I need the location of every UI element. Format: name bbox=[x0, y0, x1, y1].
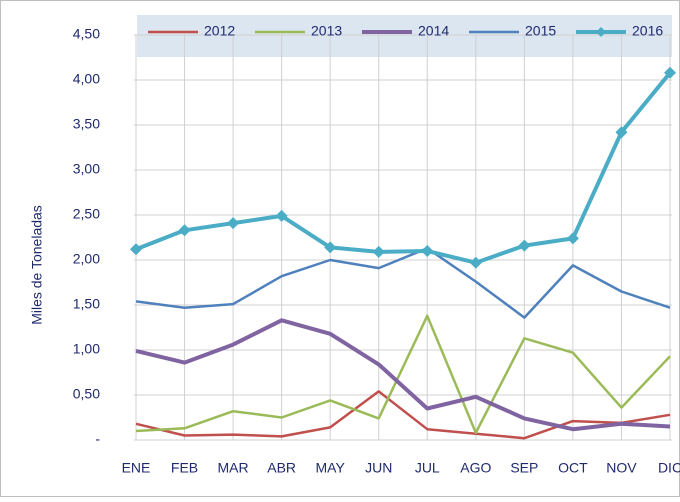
x-tick-label: FEB bbox=[171, 460, 198, 476]
legend-label: 2016 bbox=[632, 23, 663, 39]
y-tick-label: 4,50 bbox=[73, 26, 100, 42]
y-tick-label: 4,00 bbox=[73, 71, 100, 87]
data-marker bbox=[324, 241, 337, 254]
legend-label: 2014 bbox=[418, 23, 449, 39]
x-tick-label: ABR bbox=[267, 460, 296, 476]
y-tick-label: 0,50 bbox=[73, 386, 100, 402]
legend-background bbox=[137, 15, 672, 57]
legend-marker bbox=[596, 27, 606, 37]
series-line bbox=[135, 314, 671, 435]
data-marker bbox=[227, 217, 240, 230]
y-tick-label: 1,50 bbox=[73, 296, 100, 312]
series-line bbox=[135, 390, 671, 440]
legend-label: 2015 bbox=[525, 23, 556, 39]
y-axis-label: Miles de Toneladas bbox=[29, 205, 45, 325]
legend-label: 2012 bbox=[204, 23, 235, 39]
data-marker bbox=[469, 256, 482, 269]
y-tick-label: 1,00 bbox=[73, 341, 100, 357]
data-marker bbox=[615, 126, 628, 139]
x-tick-label: OCT bbox=[558, 460, 588, 476]
legend-label: 2013 bbox=[311, 23, 342, 39]
data-marker bbox=[130, 243, 142, 256]
y-tick-label: 2,50 bbox=[73, 206, 100, 222]
y-tick-label: 3,00 bbox=[73, 161, 100, 177]
y-tick-label: - bbox=[95, 431, 100, 447]
x-tick-label: SEP bbox=[510, 460, 538, 476]
y-tick-label: 3,50 bbox=[73, 116, 100, 132]
data-marker bbox=[566, 232, 579, 245]
data-marker bbox=[275, 209, 288, 222]
x-tick-label: JUL bbox=[415, 460, 440, 476]
data-marker bbox=[178, 224, 191, 237]
x-tick-label: JUN bbox=[365, 460, 392, 476]
series-line bbox=[135, 71, 672, 265]
x-tick-label: NOV bbox=[606, 460, 637, 476]
series-line bbox=[135, 318, 671, 432]
x-tick-label: ENE bbox=[122, 460, 151, 476]
data-marker bbox=[664, 66, 676, 79]
data-marker bbox=[518, 239, 531, 252]
x-tick-label: AGO bbox=[460, 460, 491, 476]
x-tick-label: MAY bbox=[316, 460, 346, 476]
x-tick-label: DIC bbox=[658, 460, 680, 476]
x-tick-label: MAR bbox=[218, 460, 249, 476]
series-line bbox=[135, 247, 671, 319]
data-marker bbox=[421, 245, 434, 257]
data-marker bbox=[372, 245, 385, 258]
y-tick-label: 2,00 bbox=[73, 251, 100, 267]
